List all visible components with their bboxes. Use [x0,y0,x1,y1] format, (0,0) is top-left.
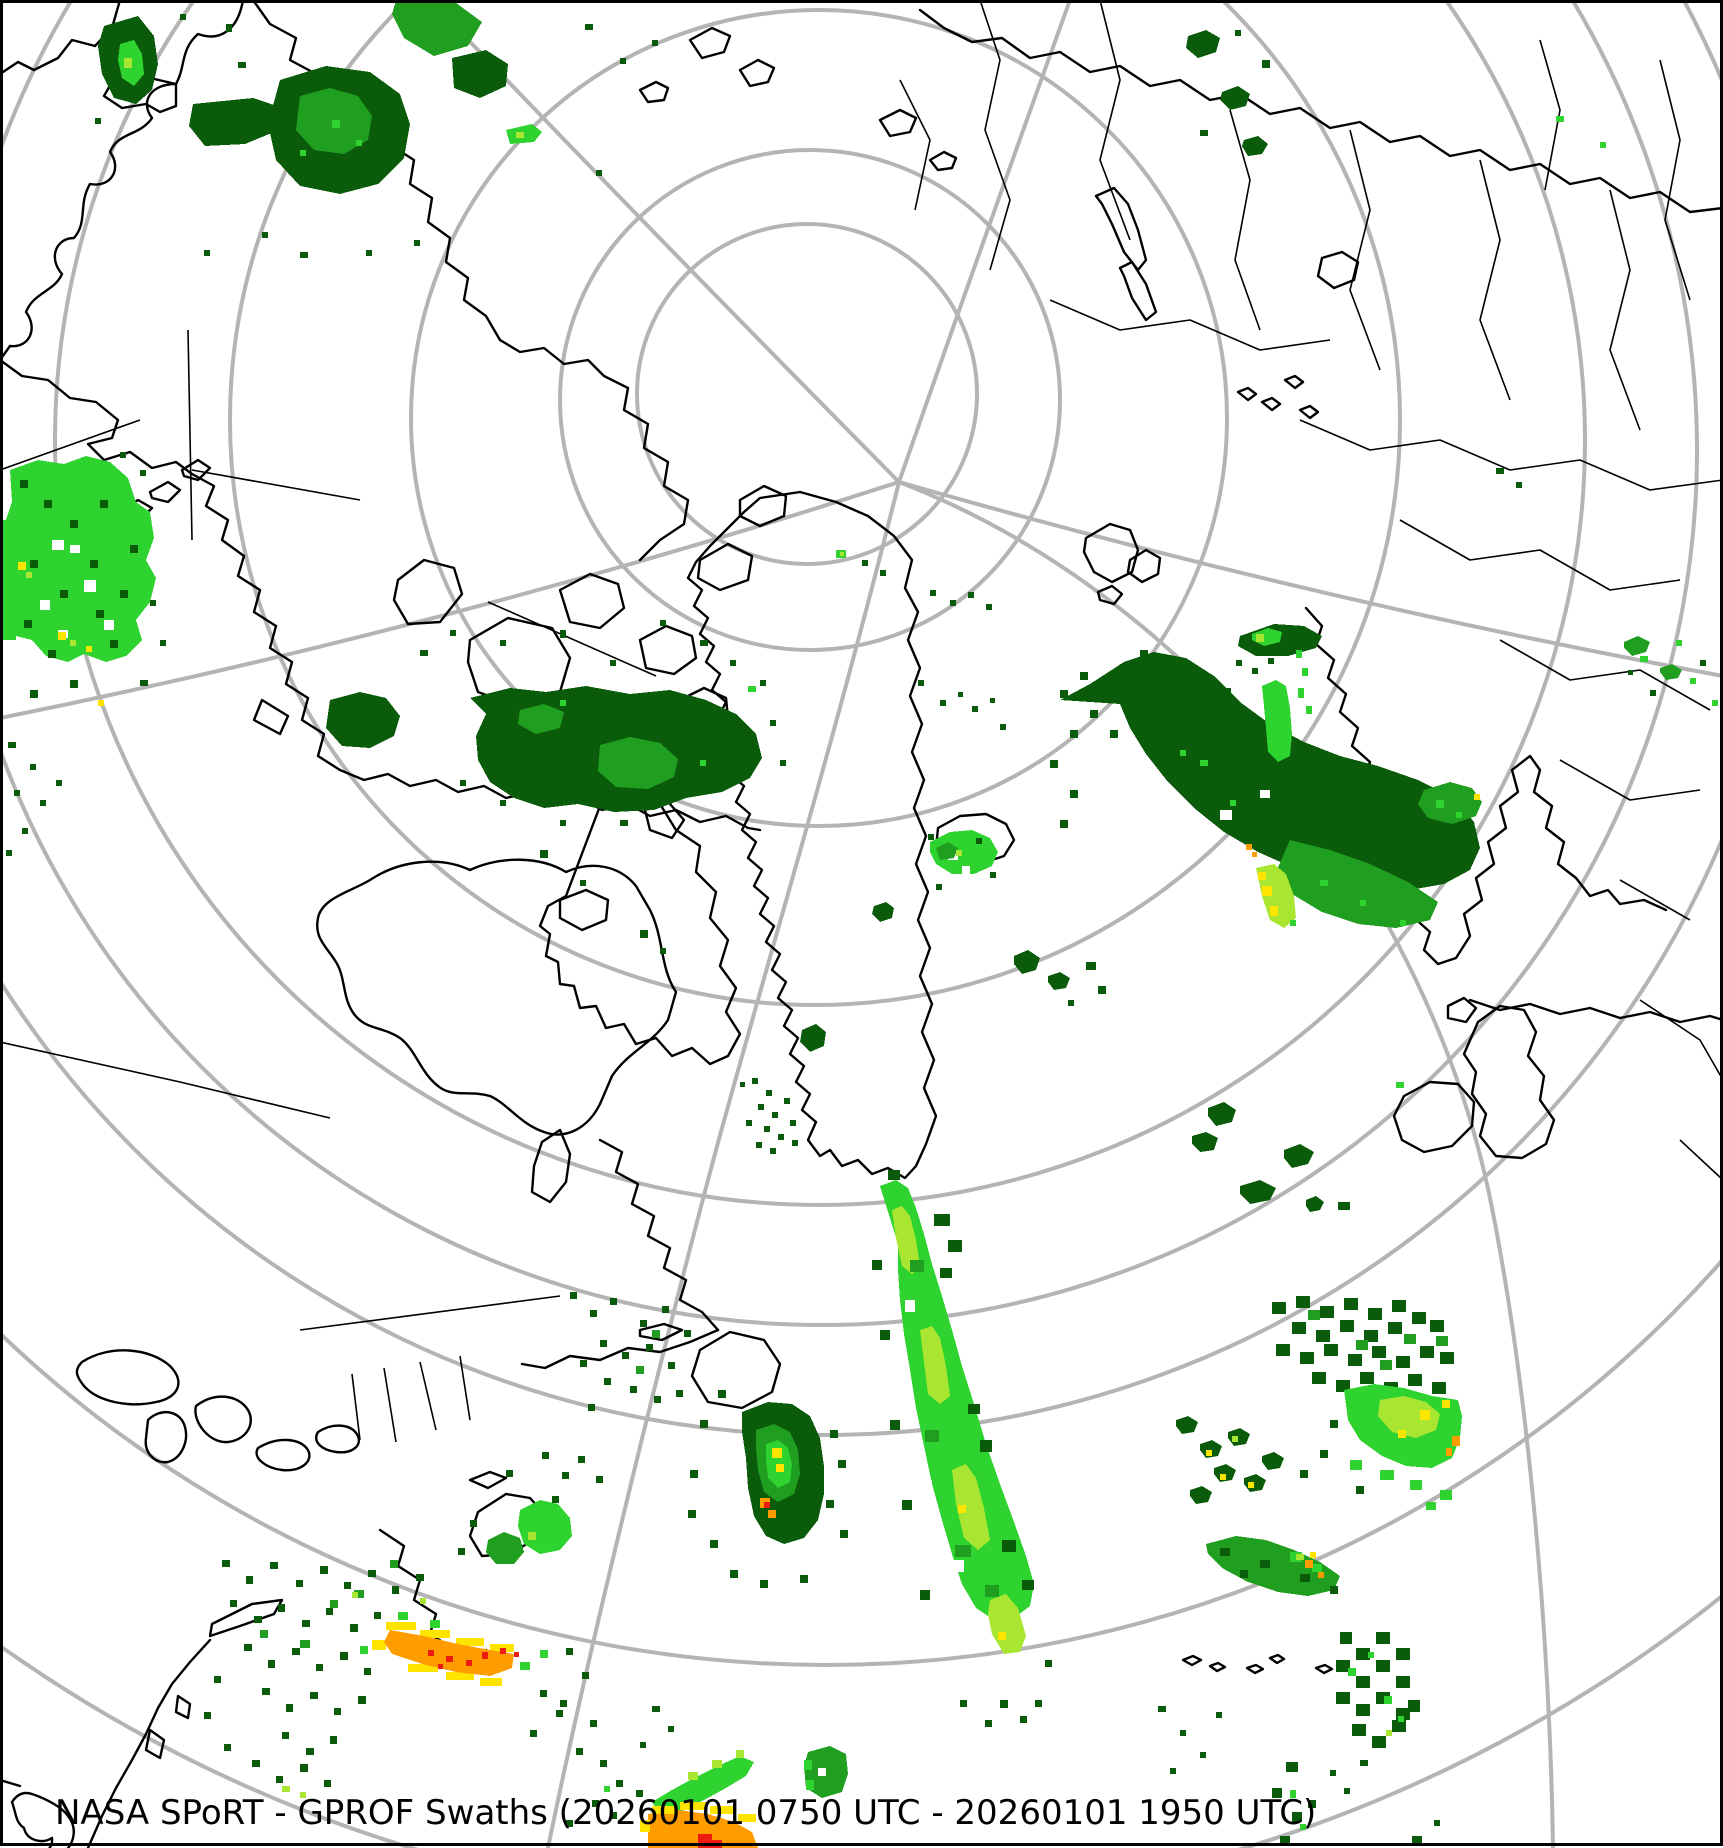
meridian-line [897,0,1072,484]
precip-swath-svalbard [1226,624,1322,693]
precip-swath-biscay [1176,1296,1462,1510]
parallel-circle [409,8,1229,828]
island-squiggle-icon [0,1778,76,1848]
parallel-circle [228,0,1402,1007]
parallel-circle [0,0,1723,1437]
precip-specks-greenland [740,550,1006,1154]
precip-swath-new-england [204,1560,563,1798]
precip-swath-alaska-main [95,0,658,258]
meridian-line [546,480,901,1848]
parallel-circle [0,1256,1723,1667]
precip-swath-scandinavia [1050,468,1718,928]
precip-swath-atlantic [872,1170,1052,1727]
precip-swath-arctic-mass [326,620,786,954]
caption-text: NASA SPoRT - GPROF Swaths (20260101 0750… [55,1793,1316,1833]
precip-swath-alaska-west [98,16,158,104]
precip-swath-iceland [928,830,1106,1006]
precip-swath-newfoundland [458,1292,848,1588]
precip-specks-top-right [1186,30,1606,156]
parallel-circle [558,148,1062,652]
parallel-circle [635,222,979,566]
meridian-line [897,480,1723,678]
meridian-line [897,480,1555,1848]
precip-specks-uk [1192,1082,1404,1212]
parallel-circle [0,0,1699,1327]
precip-swath-west-coast [0,452,166,856]
parallel-circle [53,0,1587,1207]
precip-swath-bottom-center [560,1648,848,1848]
precip-swath-azores [1158,1536,1440,1846]
border-layer [0,0,1723,1443]
